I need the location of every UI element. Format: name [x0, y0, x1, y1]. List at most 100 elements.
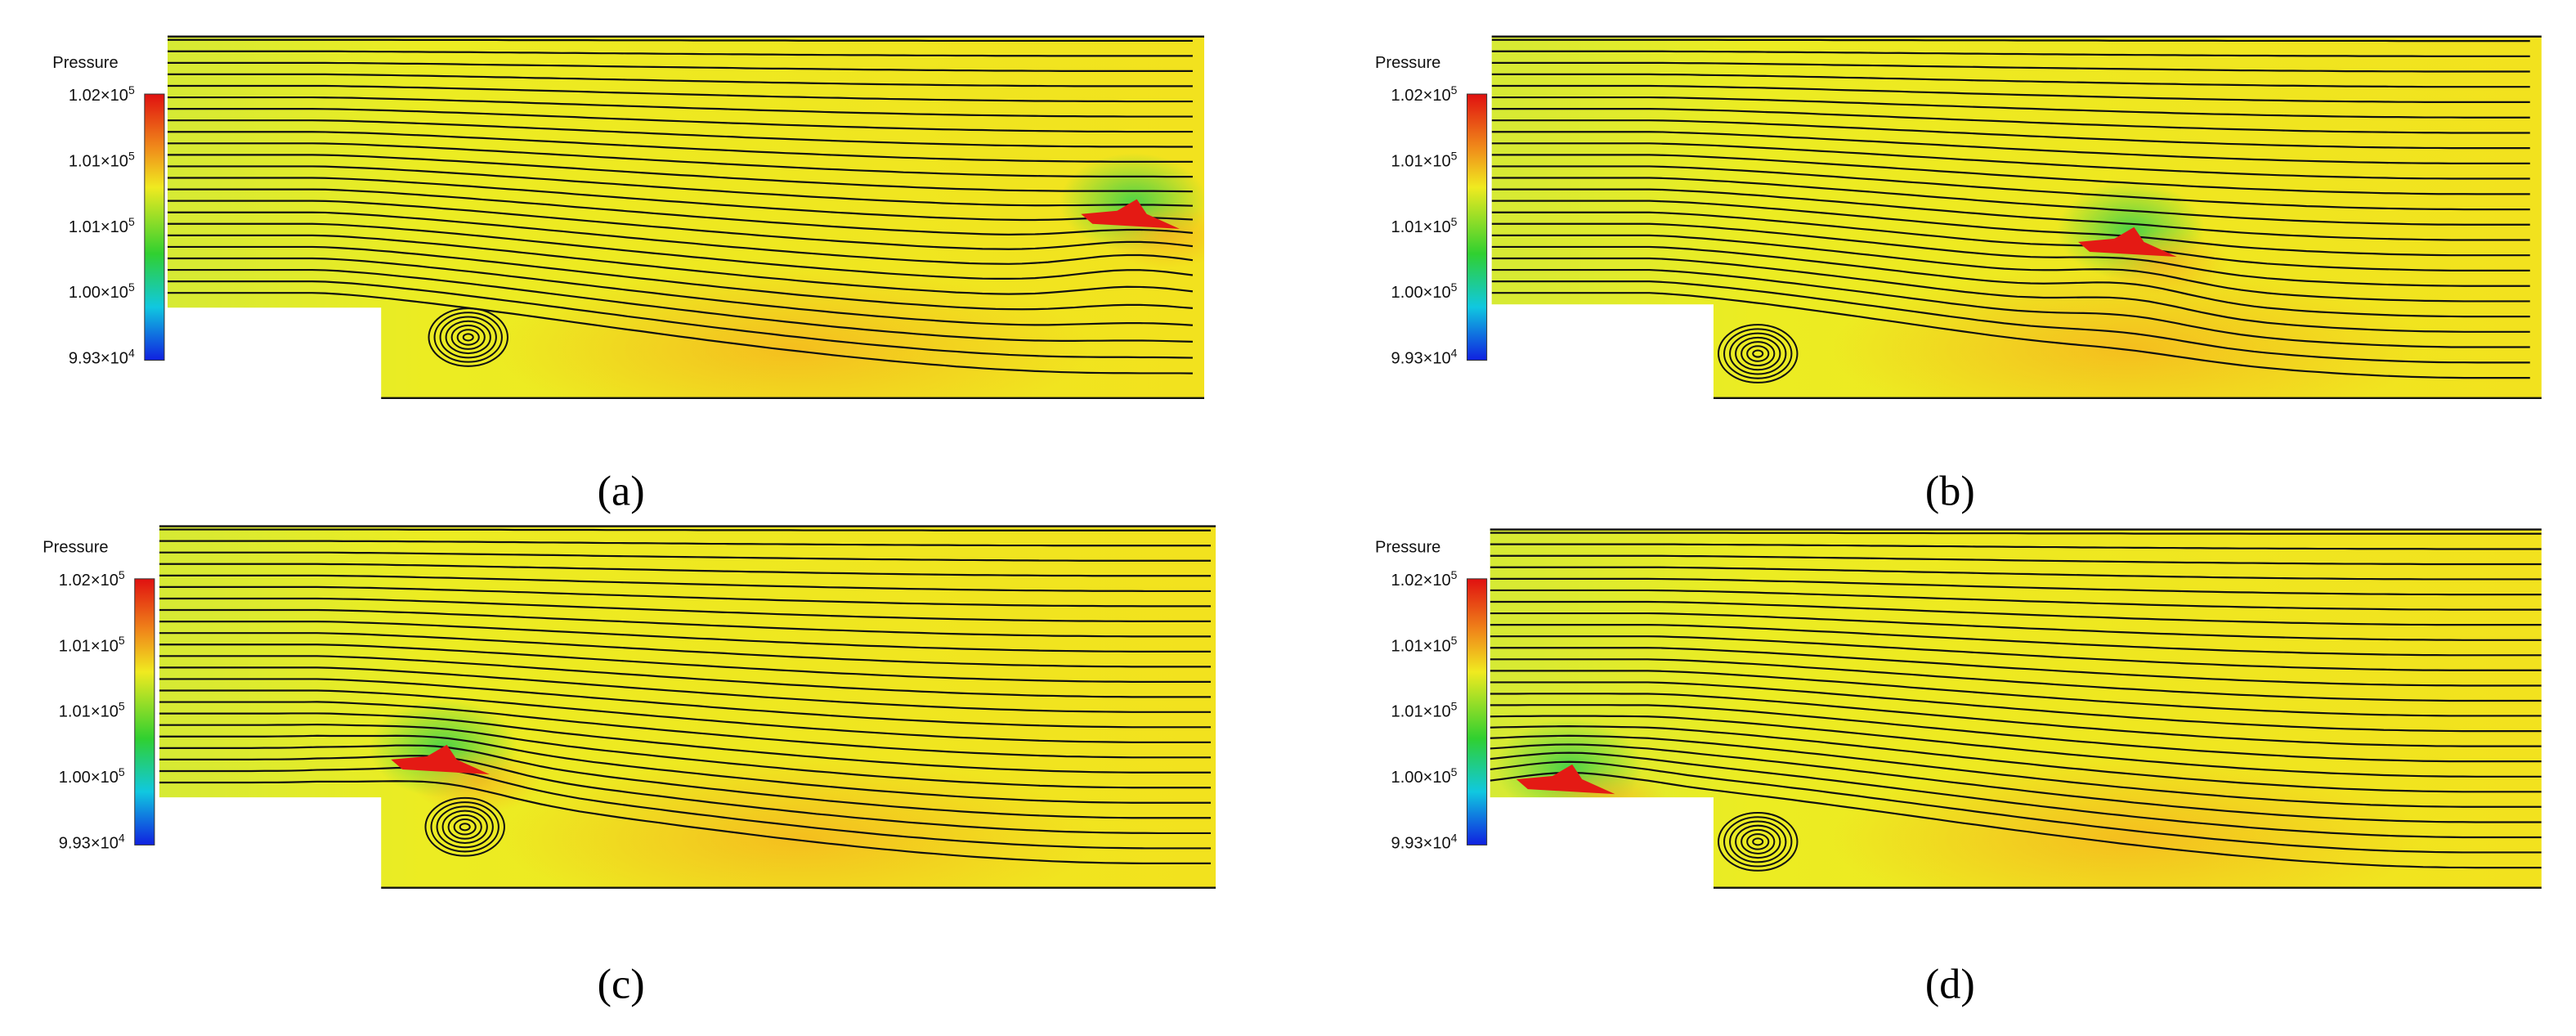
legend-tick-label: 9.93×104: [1391, 347, 1458, 368]
streamline: [167, 200, 1194, 250]
panel: Pressure1.02×1051.01×1051.01×1051.00×105…: [1375, 35, 2542, 514]
streamline: [1490, 704, 2542, 763]
streamline: [159, 755, 1212, 835]
legend-tick-label: 1.00×105: [1391, 765, 1458, 787]
legend-title: Pressure: [52, 54, 118, 72]
streamline: [1490, 612, 2542, 641]
streamline: [167, 119, 1193, 148]
panel: Pressure1.02×1051.01×1051.01×1051.00×105…: [43, 525, 1216, 1007]
streamlines: [1490, 531, 2542, 869]
streamline: [159, 734, 1212, 804]
tick-base: 1.01×10: [1391, 152, 1451, 170]
streamline: [167, 96, 1193, 118]
streamline: [159, 608, 1212, 638]
tick-base: 1.02×10: [1391, 87, 1451, 105]
streamline: [167, 268, 1193, 343]
legend-title: Pressure: [1375, 54, 1440, 72]
streamline: [159, 620, 1212, 653]
legend-tick-label: 1.01×105: [1391, 149, 1458, 170]
streamline: [1490, 734, 2542, 808]
streamline: [1491, 268, 2530, 348]
streamline: [159, 540, 1212, 547]
streamline: [159, 766, 1212, 850]
streamline: [159, 655, 1212, 698]
vortex: [1746, 833, 1770, 850]
streamline: [159, 780, 1212, 865]
vortex: [441, 810, 488, 844]
streamline: [1490, 577, 2542, 596]
streamline: [1491, 292, 2530, 379]
streamline: [1490, 635, 2542, 671]
streamline: [1490, 693, 2542, 747]
streamline: [159, 632, 1212, 668]
color-bar: [144, 93, 165, 361]
caption: (d): [1925, 960, 1975, 1007]
vehicle: [1081, 199, 1180, 229]
tick-base: 1.01×10: [69, 218, 128, 236]
legend-tick-label: 1.02×105: [1391, 83, 1458, 105]
streamline: [1491, 200, 2530, 257]
panel: Pressure1.02×1051.01×1051.01×1051.00×105…: [1375, 528, 2542, 1007]
tick-exponent: 5: [1451, 700, 1458, 713]
legend-tick-label: 1.01×105: [1391, 215, 1458, 236]
streamline: [167, 154, 1193, 193]
streamline: [159, 597, 1212, 623]
streamline: [167, 61, 1193, 73]
tick-base: 1.00×10: [1391, 284, 1451, 302]
streamline: [1491, 142, 2530, 180]
tick-exponent: 4: [1451, 831, 1458, 844]
vortex: [424, 796, 505, 857]
vortex: [453, 818, 477, 836]
streamline: [159, 744, 1212, 819]
streamline: [1491, 38, 2530, 43]
tick-exponent: 5: [128, 83, 135, 96]
legend-tick-label: 1.01×105: [69, 149, 135, 170]
streamline: [167, 142, 1193, 178]
tick-base: 1.02×10: [59, 572, 119, 590]
streamline: [167, 222, 1194, 280]
streamline: [167, 50, 1193, 57]
tick-base: 1.01×10: [1391, 703, 1451, 721]
tick-base: 9.93×10: [69, 350, 128, 368]
streamline: [167, 234, 1194, 295]
streamline: [167, 245, 1194, 311]
caption: (a): [598, 467, 645, 514]
streamline: [159, 712, 1212, 774]
streamline: [159, 563, 1212, 577]
tick-exponent: 5: [1451, 280, 1458, 294]
legend-tick-label: 1.00×105: [1391, 280, 1458, 302]
legend-tick-label: 9.93×104: [69, 347, 135, 368]
vortex: [1729, 820, 1787, 863]
streamline: [167, 73, 1193, 87]
streamline: [1491, 131, 2530, 164]
caption: (c): [598, 960, 645, 1007]
vortex: [450, 324, 486, 350]
streamline: [1490, 658, 2542, 702]
streamline: [1491, 280, 2530, 364]
streamline: [1490, 670, 2542, 717]
tick-base: 1.01×10: [1391, 637, 1451, 655]
streamline: [167, 280, 1193, 359]
streamline: [1490, 600, 2542, 626]
tick-exponent: 5: [1451, 568, 1458, 581]
legend-tick-label: 1.00×105: [69, 280, 135, 302]
streamline: [1491, 50, 2530, 57]
tick-exponent: 5: [128, 280, 135, 294]
color-bar: [134, 578, 155, 845]
tick-base: 9.93×10: [1391, 834, 1451, 852]
streamline: [1491, 165, 2530, 211]
streamline: [1491, 96, 2530, 119]
legend-tick-label: 1.00×105: [59, 765, 125, 787]
legend-title: Pressure: [1375, 539, 1440, 557]
streamline: [167, 108, 1193, 133]
vortex: [1740, 341, 1776, 367]
streamline: [167, 257, 1194, 326]
streamline: [1491, 257, 2530, 333]
streamline: [1490, 760, 2542, 854]
streamline: [167, 292, 1193, 374]
streamline: [167, 165, 1193, 207]
tick-base: 9.93×10: [59, 834, 119, 852]
high-pressure: [496, 267, 1089, 398]
